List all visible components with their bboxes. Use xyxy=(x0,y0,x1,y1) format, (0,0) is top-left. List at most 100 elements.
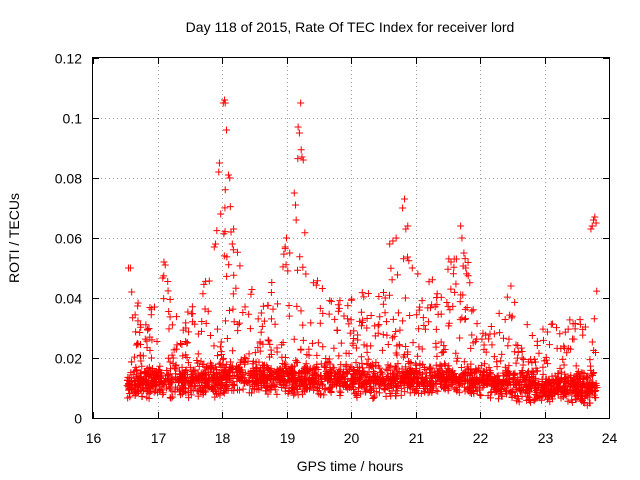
data-point xyxy=(349,339,357,347)
y-tick-label: 0.02 xyxy=(55,351,82,367)
data-point xyxy=(327,297,335,305)
data-point xyxy=(411,387,419,395)
data-point xyxy=(224,386,232,394)
data-point xyxy=(235,364,243,372)
data-point xyxy=(234,327,242,335)
data-point xyxy=(511,298,519,306)
data-point xyxy=(326,297,334,305)
data-point xyxy=(452,385,460,393)
data-point xyxy=(156,362,164,370)
data-point xyxy=(385,364,393,372)
data-point xyxy=(280,377,288,385)
data-point xyxy=(194,350,202,358)
data-point xyxy=(128,288,136,296)
data-point xyxy=(464,365,472,373)
data-point xyxy=(344,315,352,323)
data-point xyxy=(593,287,601,295)
data-point xyxy=(479,329,487,337)
data-point xyxy=(281,387,289,395)
data-point xyxy=(405,378,413,386)
data-point xyxy=(223,383,231,391)
data-point xyxy=(335,375,343,383)
data-point xyxy=(531,385,539,393)
data-point xyxy=(212,240,220,248)
data-point xyxy=(399,370,407,378)
data-point xyxy=(462,315,470,323)
x-tick-label: 22 xyxy=(473,430,489,446)
data-point xyxy=(225,261,233,269)
data-point xyxy=(445,382,453,390)
data-point xyxy=(466,279,474,287)
data-point xyxy=(523,389,531,397)
data-point xyxy=(432,387,440,395)
data-point xyxy=(216,391,224,399)
data-point xyxy=(439,371,447,379)
data-point xyxy=(232,368,240,376)
data-point xyxy=(133,339,141,347)
data-point xyxy=(349,385,357,393)
data-point xyxy=(472,366,480,374)
y-axis-title: ROTI / TECUs xyxy=(6,193,22,283)
data-point xyxy=(156,373,164,381)
data-point xyxy=(169,354,177,362)
data-point xyxy=(515,398,523,406)
data-point xyxy=(124,373,132,381)
data-point xyxy=(132,328,140,336)
data-point xyxy=(477,391,485,399)
data-point xyxy=(221,204,229,212)
data-point xyxy=(159,274,167,282)
data-point xyxy=(393,342,401,350)
data-point xyxy=(572,362,580,370)
data-point xyxy=(518,354,526,362)
data-point xyxy=(370,378,378,386)
data-point xyxy=(572,376,580,384)
data-point xyxy=(216,343,224,351)
data-point xyxy=(319,309,327,317)
data-point xyxy=(455,374,463,382)
data-point xyxy=(313,360,321,368)
data-point xyxy=(205,374,213,382)
data-point xyxy=(246,370,254,378)
x-tick-label: 20 xyxy=(344,430,360,446)
data-point xyxy=(216,373,224,381)
data-point xyxy=(229,246,237,254)
data-point xyxy=(535,349,543,357)
data-point xyxy=(226,174,234,182)
data-point xyxy=(467,344,475,352)
data-point xyxy=(235,373,243,381)
data-point xyxy=(487,322,495,330)
data-point xyxy=(391,363,399,371)
data-point xyxy=(225,307,233,315)
data-point xyxy=(211,379,219,387)
data-point xyxy=(333,371,341,379)
data-point xyxy=(558,368,566,376)
data-point xyxy=(207,361,215,369)
data-point xyxy=(418,297,426,305)
data-point xyxy=(359,364,367,372)
data-point xyxy=(166,365,174,373)
data-point xyxy=(458,314,466,322)
data-point xyxy=(292,378,300,386)
data-point xyxy=(197,370,205,378)
data-point xyxy=(223,335,231,343)
data-point xyxy=(473,367,481,375)
data-point xyxy=(233,377,241,385)
data-point xyxy=(579,398,587,406)
data-point xyxy=(175,367,183,375)
data-point xyxy=(131,367,139,375)
data-point xyxy=(573,370,581,378)
data-point xyxy=(503,293,511,301)
data-point xyxy=(560,375,568,383)
data-point xyxy=(563,349,571,357)
data-point xyxy=(295,129,303,137)
data-point xyxy=(429,382,437,390)
data-point xyxy=(208,383,216,391)
data-point xyxy=(294,155,302,163)
axis-ticks xyxy=(93,58,610,419)
data-point xyxy=(258,322,266,330)
data-point xyxy=(159,391,167,399)
data-point xyxy=(270,376,278,384)
data-point xyxy=(376,313,384,321)
data-point xyxy=(133,372,141,380)
data-point xyxy=(510,371,518,379)
